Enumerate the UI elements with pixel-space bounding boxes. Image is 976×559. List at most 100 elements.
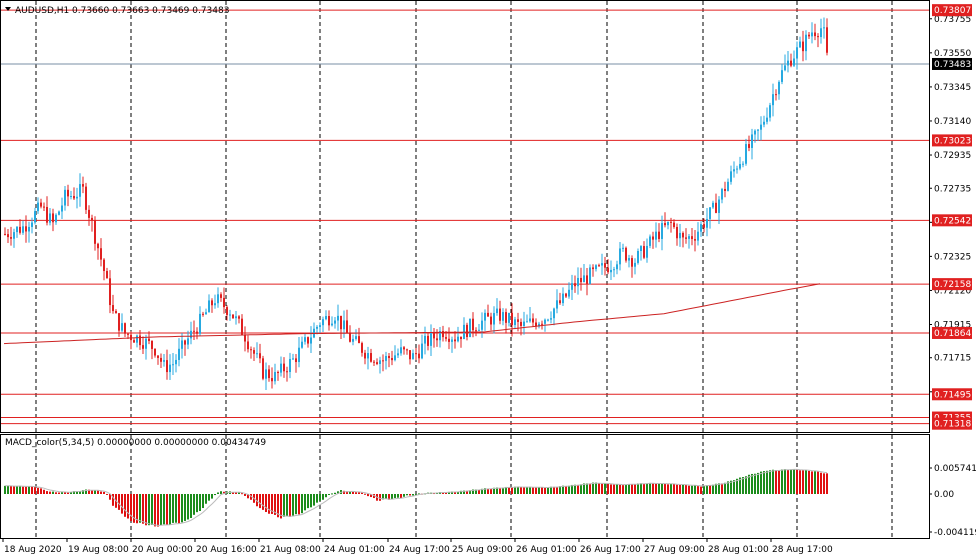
level-price-label-box <box>932 4 972 17</box>
candle-body <box>691 236 693 240</box>
candle-body <box>484 312 486 321</box>
indicator-axis: 0.0057419 0.00 -0.0041190 <box>929 464 976 538</box>
candle-body <box>775 94 777 96</box>
macd-bar <box>325 494 327 498</box>
candle-body <box>553 308 555 319</box>
macd-bar <box>64 492 66 494</box>
macd-bar <box>316 494 318 503</box>
candle-body <box>730 171 732 182</box>
y-tick-label: 0.72935 <box>934 151 971 161</box>
macd-bar <box>787 469 789 494</box>
candle-body <box>496 308 498 314</box>
candle-body <box>241 318 243 335</box>
candle-body <box>115 311 117 314</box>
macd-bar <box>49 491 51 494</box>
macd-bar <box>646 483 648 494</box>
macd-bar <box>817 471 819 494</box>
macd-bar <box>166 494 168 525</box>
candle-body <box>94 220 96 244</box>
macd-bar <box>478 489 480 494</box>
macd-bar <box>16 486 18 494</box>
candle-body <box>154 348 156 356</box>
candle-body <box>289 358 291 373</box>
macd-bar <box>739 477 741 494</box>
candle-body <box>391 358 393 361</box>
macd-bar <box>781 469 783 494</box>
level-price-label-box <box>932 388 972 401</box>
macd-bar <box>412 494 414 496</box>
candle-body <box>427 335 429 346</box>
candle-body <box>178 348 180 360</box>
macd-bar <box>61 492 63 494</box>
level-labels: 0.73807 0.73023 0.72542 0.72158 0.71864 0.714… <box>932 4 972 430</box>
candle-body <box>220 294 222 298</box>
macd-bar <box>769 470 771 494</box>
moving-average-line <box>3 283 821 345</box>
macd-bar <box>409 494 411 496</box>
y-tick-label: 0.73755 <box>934 15 971 25</box>
candle-body <box>37 202 39 212</box>
candle-body <box>196 331 198 334</box>
candle-body <box>142 345 144 349</box>
candle-body <box>616 264 618 270</box>
candle-body <box>235 316 237 319</box>
macd-bar <box>271 494 273 514</box>
macd-bar <box>487 488 489 494</box>
macd-bar <box>70 491 72 494</box>
macd-bar <box>127 494 129 519</box>
candle-body <box>685 237 687 239</box>
macd-bar <box>676 484 678 494</box>
candle-body <box>748 144 750 148</box>
candle-body <box>589 267 591 284</box>
candle-body <box>334 320 336 324</box>
candle-body <box>10 237 12 239</box>
macd-bar <box>715 483 717 494</box>
candle-body <box>388 355 390 359</box>
macd-bar <box>568 485 570 494</box>
y-tick-label: 0.72325 <box>934 252 971 262</box>
candle-body <box>262 358 264 379</box>
candle-body <box>121 323 123 331</box>
macd-bar <box>526 486 528 494</box>
macd-bar <box>766 470 768 494</box>
candle-body <box>238 316 240 319</box>
macd-bar <box>79 491 81 494</box>
dropdown-triangle-icon[interactable] <box>5 7 11 11</box>
candle-body <box>664 223 666 226</box>
candle-body <box>376 362 378 364</box>
candle-body <box>595 265 597 270</box>
candle-body <box>721 188 723 200</box>
macd-bar <box>418 493 420 495</box>
macd-bar <box>82 490 84 494</box>
macd-bar <box>472 489 474 494</box>
candle-body <box>727 181 729 191</box>
x-tick-label: 20 Aug 16:00 <box>196 545 257 555</box>
macd-bar <box>46 491 48 494</box>
macd-bar <box>136 494 138 524</box>
candle-body <box>211 300 213 306</box>
macd-bar <box>151 494 153 525</box>
macd-bar <box>736 478 738 494</box>
macd-signal-line <box>5 468 828 526</box>
macd-bar <box>604 483 606 494</box>
candle-body <box>550 318 552 320</box>
level-price-label: 0.73807 <box>934 6 971 16</box>
candle-body <box>619 248 621 265</box>
macd-bar <box>586 483 588 494</box>
macd-bar <box>214 494 216 496</box>
macd-bar <box>823 473 825 494</box>
candle-body <box>271 378 273 382</box>
macd-bar <box>727 481 729 494</box>
candle-body <box>385 355 387 361</box>
macd-bar <box>277 494 279 518</box>
candle-body <box>295 358 297 363</box>
macd-bar <box>55 492 57 494</box>
candle-body <box>361 343 363 353</box>
macd-bar <box>205 494 207 504</box>
macd-bar <box>208 494 210 501</box>
candle-body <box>280 363 282 373</box>
macd-bar <box>265 494 267 513</box>
candle-body <box>34 211 36 223</box>
level-price-label-box <box>932 134 972 147</box>
